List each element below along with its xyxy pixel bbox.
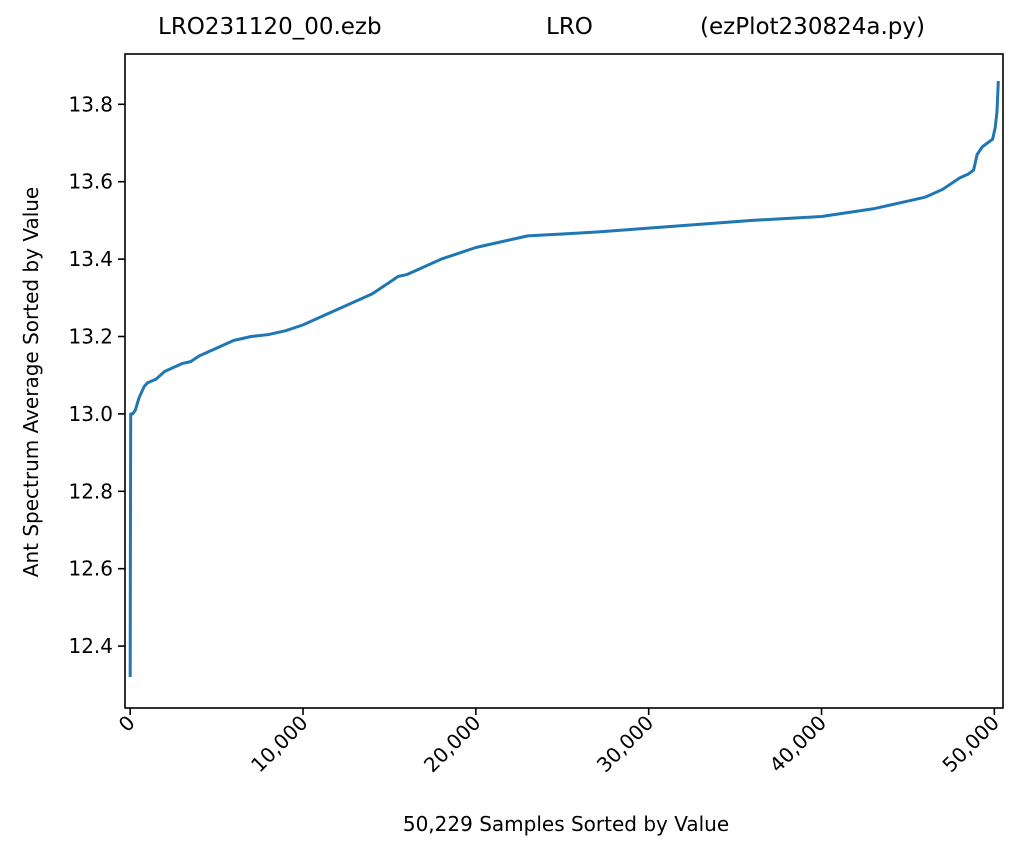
chart-title-script: (ezPlot230824a.py) <box>700 14 925 40</box>
y-axis-ticks: 12.4 12.6 12.8 13.0 13.2 13.4 13.6 13.8 <box>68 92 125 658</box>
y-tick-label: 13.4 <box>68 247 113 271</box>
x-tick-label: 10,000 <box>246 711 312 777</box>
series-layer <box>128 81 1000 678</box>
y-tick-label: 13.2 <box>68 324 113 348</box>
chart-title-site: LRO <box>546 14 593 40</box>
y-tick-label: 12.4 <box>68 634 113 658</box>
y-tick-label: 13.6 <box>68 170 113 194</box>
x-tick-label: 30,000 <box>592 711 658 777</box>
y-tick-label: 13.0 <box>68 402 113 426</box>
series-line <box>128 81 1000 678</box>
chart-title-filename: LRO231120_00.ezb <box>158 14 382 40</box>
x-axis-label: 50,229 Samples Sorted by Value <box>402 812 730 836</box>
y-tick-label: 13.8 <box>68 92 113 116</box>
x-axis-ticks: 0 10,000 20,000 30,000 40,000 50,000 <box>114 708 1004 777</box>
x-tick-label: 20,000 <box>419 711 485 777</box>
plot-area-frame <box>124 53 1004 709</box>
x-tick-label: 40,000 <box>765 711 831 777</box>
y-axis-label: Ant Spectrum Average Sorted by Value <box>19 186 43 578</box>
x-tick-label: 0 <box>114 711 140 737</box>
y-tick-label: 12.8 <box>68 479 113 503</box>
y-tick-label: 12.6 <box>68 557 113 581</box>
x-tick-label: 50,000 <box>937 711 1003 777</box>
